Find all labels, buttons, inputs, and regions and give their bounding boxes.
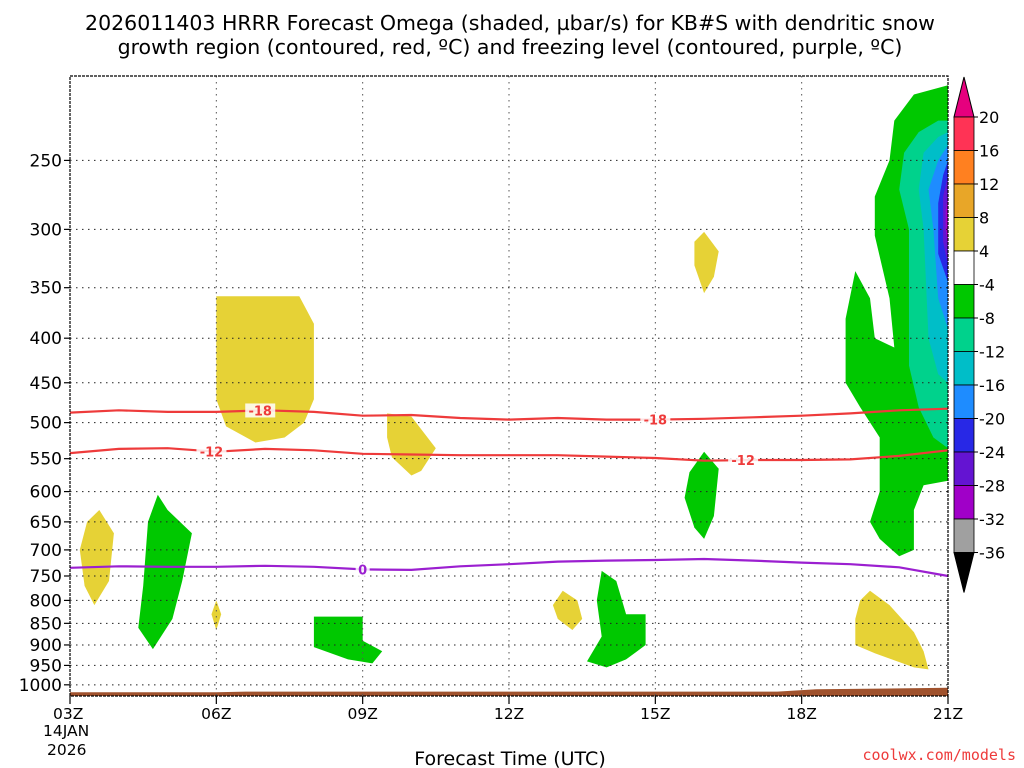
y-tick-label-350: 350	[30, 279, 62, 299]
colorbar-swatch-11	[953, 485, 975, 520]
plot-background	[70, 76, 948, 696]
terrain-fill	[70, 687, 948, 696]
chart-title-line-2: growth region (contoured, red, ºC) and f…	[118, 35, 903, 59]
colorbar-top-arrow	[953, 76, 975, 118]
colorbar-label-0: 20	[979, 108, 999, 127]
y-tick-label-750: 750	[30, 567, 62, 587]
contour-label-1-0: -12	[200, 445, 224, 460]
y-tick-label-900: 900	[30, 636, 62, 656]
colorbar-bottom-arrow	[953, 552, 975, 593]
contour-label-bg-1-1	[728, 453, 759, 468]
x-tick-label-9: 09Z	[347, 705, 377, 723]
omega-region-2	[694, 231, 719, 294]
contour-label-bg-1-0	[196, 444, 227, 459]
x-tick-label-21: 21Z	[933, 705, 963, 723]
colorbar-swatch-10	[953, 451, 975, 486]
colorbar-swatch-7	[953, 351, 975, 386]
credit-text: coolwx.com/models	[862, 746, 1016, 764]
contour-label-bg-0-1	[640, 412, 671, 427]
x-axis-date-day: 14JAN	[43, 722, 89, 740]
credit-link[interactable]: coolwx.com/models	[862, 746, 1016, 764]
y-tick-label-500: 500	[30, 414, 62, 434]
colorbar-label-2: 12	[979, 175, 999, 194]
contour-label-0-0: -18	[248, 404, 272, 419]
colorbar-swatch-4	[953, 250, 975, 285]
y-tick-label-300: 300	[30, 220, 62, 240]
colorbar-swatch-0	[953, 116, 975, 151]
y-tick-label-250: 250	[30, 151, 62, 171]
colorbar-label-5: -4	[979, 276, 995, 295]
colorbar-label-12: -32	[979, 510, 1005, 529]
omega-region-3	[79, 510, 114, 606]
colorbar-label-4: 4	[979, 242, 989, 261]
x-tick-label-15: 15Z	[640, 705, 670, 723]
colorbar: 20 16 12 8 4 -4 -8 -12 -16 -20 -24 -28 -32 -36	[953, 76, 1005, 593]
contour-line-0	[69, 407, 949, 421]
omega-region-6	[855, 590, 929, 670]
colorbar-label-1: 16	[979, 142, 999, 161]
colorbar-label-10: -24	[979, 443, 1005, 462]
colorbar-label-3: 8	[979, 209, 989, 228]
colorbar-label-8: -16	[979, 376, 1005, 395]
y-tick-label-550: 550	[30, 450, 62, 470]
colorbar-label-11: -28	[979, 477, 1005, 496]
terrain-layer	[70, 687, 948, 696]
grid-lines	[70, 76, 948, 696]
contour-label-bg-0-0	[245, 403, 276, 418]
temperature-contours: -18 -18 -12 -12 0	[69, 403, 949, 578]
colorbar-swatch-9	[953, 418, 975, 453]
y-tick-label-1000: 1000	[19, 676, 62, 696]
omega-region-9	[587, 570, 646, 668]
colorbar-swatch-3	[953, 217, 975, 252]
colorbar-swatch-8	[953, 384, 975, 419]
colorbar-swatch-6	[953, 317, 975, 352]
colorbar-label-13: -36	[979, 544, 1005, 563]
contour-label-1-1: -12	[731, 454, 755, 469]
omega-region-16	[943, 175, 948, 266]
omega-region-8	[313, 616, 383, 664]
y-tick-label-850: 850	[30, 614, 62, 634]
omega-region-7	[138, 494, 192, 650]
y-tick-label-700: 700	[30, 541, 62, 561]
contour-line-2	[69, 557, 949, 578]
x-tick-label-3: 03Z	[53, 705, 83, 723]
colorbar-label-9: -20	[979, 410, 1005, 429]
colorbar-swatch-12	[953, 518, 975, 553]
y-tick-label-600: 600	[30, 483, 62, 503]
omega-shading	[79, 85, 948, 670]
colorbar-swatch-5	[953, 284, 975, 319]
colorbar-swatch-2	[953, 183, 975, 218]
contour-label-0-1: -18	[644, 414, 668, 429]
omega-region-0	[216, 296, 314, 443]
x-axis-date-year: 2026	[47, 741, 86, 759]
contour-label-2-0: 0	[358, 563, 367, 578]
x-tick-label-6: 06Z	[201, 705, 231, 723]
x-axis: 03Z 06Z 09Z 12Z 15Z 18Z 21Z	[53, 696, 963, 723]
omega-region-4	[211, 600, 222, 630]
colorbar-label-6: -8	[979, 309, 995, 328]
x-tick-label-18: 18Z	[786, 705, 816, 723]
y-tick-label-450: 450	[30, 374, 62, 394]
y-tick-label-800: 800	[30, 591, 62, 611]
x-axis-label: Forecast Time (UTC)	[414, 748, 605, 768]
x-tick-label-12: 12Z	[494, 705, 524, 723]
y-tick-label-650: 650	[30, 513, 62, 533]
omega-region-10	[684, 451, 719, 539]
colorbar-swatch-1	[953, 150, 975, 185]
chart-title-line-1: 2026011403 HRRR Forecast Omega (shaded, …	[85, 11, 935, 35]
colorbar-label-7: -12	[979, 343, 1005, 362]
y-tick-label-400: 400	[30, 329, 62, 349]
y-tick-label-950: 950	[30, 656, 62, 676]
contour-label-bg-2-0	[355, 562, 370, 577]
y-axis: 2503003504004505005506006507007508008509…	[19, 151, 70, 696]
omega-region-1	[387, 413, 436, 476]
